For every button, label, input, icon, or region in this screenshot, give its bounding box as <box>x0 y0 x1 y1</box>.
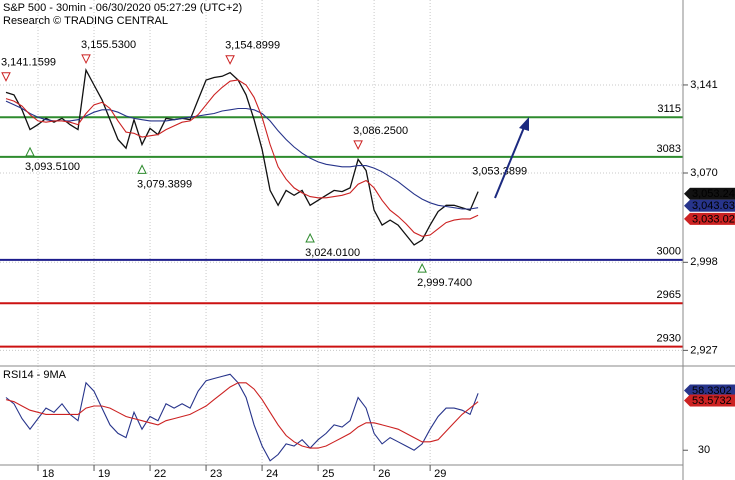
x-tick-label: 19 <box>98 468 110 480</box>
annotation-label: 3,024.0100 <box>305 247 360 259</box>
series-line <box>5 79 479 237</box>
x-tick-label: 25 <box>322 468 334 480</box>
level-label: 2965 <box>657 289 681 301</box>
level-label: 3115 <box>657 103 681 115</box>
price-tag <box>690 384 735 397</box>
price-tag-label: 3,043.63 <box>692 200 735 212</box>
annotation-label: 3,079.3899 <box>137 178 192 190</box>
level-label: 2930 <box>657 333 681 345</box>
price-tag-label: 3,053.24 <box>692 188 735 200</box>
price-tag-label: 53.5732 <box>692 395 732 407</box>
annotation-label: 3,141.1599 <box>1 57 56 69</box>
price-tag-pointer <box>684 384 690 397</box>
price-tag <box>690 187 735 200</box>
annotation-label: 2,999.7400 <box>417 277 472 289</box>
levels: 3115 3083 3000 2965 2930 <box>0 103 683 348</box>
y-tick-label: 2,927 <box>690 344 718 356</box>
y-tick-label: 3,141 <box>690 79 718 91</box>
high-marker <box>1 72 11 82</box>
x-tick-label: 18 <box>42 468 54 480</box>
low-marker <box>25 146 35 157</box>
series-line <box>5 100 479 210</box>
high-marker <box>81 54 91 65</box>
y-tick-label: 3,070 <box>690 167 718 179</box>
x-tick-label: 24 <box>266 468 278 480</box>
annotation-label: 3,155.5300 <box>81 39 136 51</box>
high-marker <box>225 55 235 65</box>
level-label: 3083 <box>657 143 681 155</box>
y-tick-label: 30 <box>698 444 710 456</box>
high-marker <box>353 140 363 150</box>
forecast-arrow <box>494 124 526 199</box>
x-tick-label: 22 <box>154 468 166 480</box>
rsi-title: RSI14 - 9MA <box>3 369 67 381</box>
annotation-label: 3,093.5100 <box>25 161 80 173</box>
low-marker <box>417 263 427 273</box>
price-tag-pointer <box>684 199 690 212</box>
forecast-arrowhead <box>519 117 529 131</box>
x-tick-label: 29 <box>434 468 446 480</box>
x-tick-label: 23 <box>210 468 222 480</box>
price-tag <box>690 212 735 225</box>
price-tag-label: 58.3302 <box>692 385 732 397</box>
price-tag-pointer <box>684 187 690 200</box>
annotation-label: 3,154.8999 <box>225 40 280 52</box>
x-tick-label: 26 <box>378 468 390 480</box>
annotation-label: 3,053.3899 <box>472 166 527 178</box>
price-tag <box>690 394 735 407</box>
low-marker <box>137 164 147 174</box>
price-tag <box>690 199 735 212</box>
axes: 3,141 3,070 2,998 2,927 18 19 22 23 24 25 26 29 3,05… <box>37 79 735 480</box>
series-line <box>5 382 479 449</box>
low-marker <box>305 232 315 243</box>
y-tick-label: 2,998 <box>690 256 718 268</box>
lines <box>5 68 479 462</box>
chart-title: S&P 500 - 30min - 06/30/2020 05:27:29 (U… <box>3 2 242 14</box>
price-tag-pointer <box>684 212 690 225</box>
grid <box>0 0 683 465</box>
annotations: 3,141.1599 3,155.5300 3,154.8999 3,093.5100… <box>1 39 527 289</box>
price-tag-label: 3,033.02 <box>692 213 735 225</box>
price-tag-pointer <box>684 394 690 407</box>
series-line <box>5 373 479 462</box>
series-line <box>5 68 479 246</box>
annotation-label: 3,086.2500 <box>353 125 408 137</box>
chart-subtitle: Research © TRADING CENTRAL <box>3 15 168 27</box>
level-label: 3000 <box>657 246 681 258</box>
